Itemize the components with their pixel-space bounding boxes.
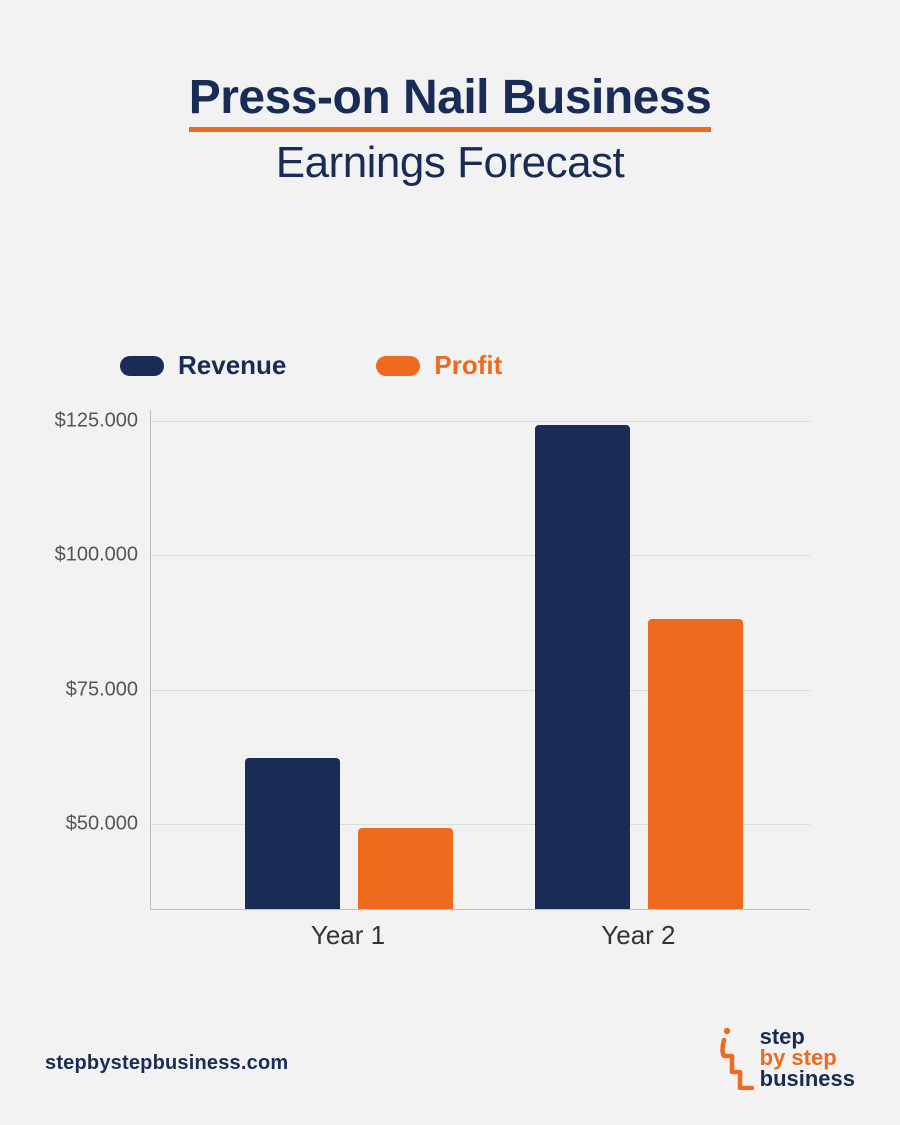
- chart-bar: [245, 758, 340, 909]
- chart-bar: [535, 425, 630, 909]
- title-sub: Earnings Forecast: [0, 138, 900, 188]
- footer-url: stepbystepbusiness.com: [45, 1052, 288, 1075]
- legend: Revenue Profit: [120, 350, 502, 381]
- gridline: [151, 555, 810, 556]
- y-axis-label: $50.000: [66, 812, 138, 835]
- bar-chart: $50.000$75.000$100.000$125.000Year 1Year…: [150, 410, 810, 910]
- y-axis-label: $100.000: [55, 544, 138, 567]
- plot-area: [150, 410, 810, 910]
- title-main: Press-on Nail Business: [189, 70, 712, 132]
- gridline: [151, 421, 810, 422]
- legend-label: Revenue: [178, 350, 286, 381]
- chart-bar: [358, 828, 453, 909]
- logo-stairs-icon: [720, 1026, 754, 1090]
- x-axis-label: Year 1: [311, 920, 385, 951]
- footer-logo: stepby stepbusiness: [720, 1026, 855, 1090]
- legend-item: Profit: [376, 350, 502, 381]
- logo-text: stepby stepbusiness: [760, 1027, 855, 1090]
- y-axis-label: $125.000: [55, 409, 138, 432]
- legend-item: Revenue: [120, 350, 286, 381]
- chart-bar: [648, 619, 743, 909]
- y-axis-label: $75.000: [66, 678, 138, 701]
- legend-swatch: [376, 356, 420, 376]
- x-axis-label: Year 2: [601, 920, 675, 951]
- legend-swatch: [120, 356, 164, 376]
- title-block: Press-on Nail Business Earnings Forecast: [0, 0, 900, 188]
- legend-label: Profit: [434, 350, 502, 381]
